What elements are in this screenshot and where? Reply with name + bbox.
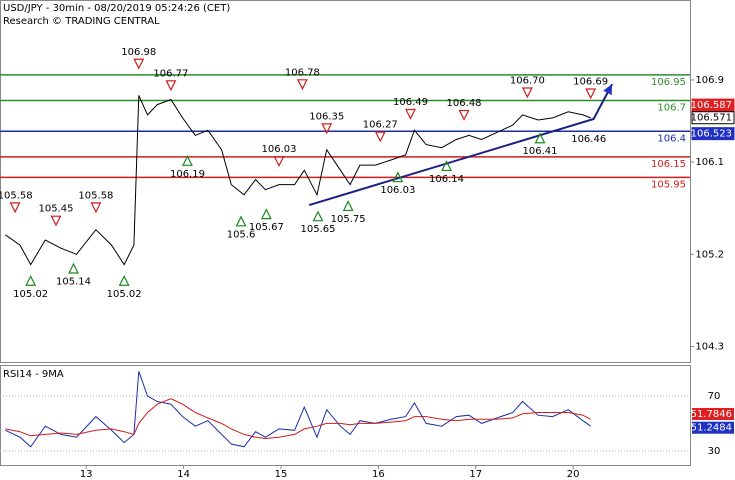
rsi-tick-label: 30: [708, 446, 721, 457]
rsi-tag-box: [692, 407, 734, 420]
chart-title: USD/JPY - 30min - 08/20/2019 05:24:26 (C…: [3, 3, 230, 14]
low-marker: [260, 208, 272, 220]
low-marker: [342, 200, 354, 212]
pivot-label: 105.02: [13, 289, 48, 300]
pivot-label: 106.49: [393, 97, 428, 108]
rsi-tag-label: 51.7846: [691, 409, 732, 420]
pivot-label: 105.14: [56, 276, 91, 287]
x-tick-label: 20: [567, 469, 580, 480]
pivot-label: 106.70: [510, 75, 545, 86]
rsi-line: [5, 371, 591, 448]
price-tag-label: 106.587: [691, 100, 732, 111]
high-marker: [9, 202, 21, 214]
pivot-label: 106.03: [380, 185, 415, 196]
level-label: 105.95: [651, 179, 686, 190]
pivot-label: 105.58: [0, 190, 33, 201]
pivot-label: 106.77: [153, 68, 188, 79]
rsi-panel: [0, 365, 691, 466]
x-tick-label: 15: [275, 469, 288, 480]
high-marker: [50, 215, 62, 227]
high-marker: [90, 202, 102, 214]
level-label: 106.4: [657, 133, 686, 144]
rsi-tag-box: [692, 421, 734, 434]
low-marker: [235, 215, 247, 227]
price-tag-box: [691, 127, 735, 141]
trendline: [308, 83, 613, 207]
rsi-tick-label: 70: [708, 391, 721, 402]
low-marker: [68, 262, 79, 274]
low-marker: [534, 132, 546, 144]
pivot-label: 106.48: [447, 98, 482, 109]
note-label: 106.46: [571, 134, 606, 145]
y-tick-label: 104.3: [695, 342, 724, 353]
level-label: 106.15: [651, 159, 686, 170]
high-marker: [374, 131, 386, 143]
pivot-label: 105.45: [38, 204, 73, 215]
y-tick-label: 106.1: [695, 157, 724, 168]
y-tick-label: 106.9: [695, 75, 724, 86]
rsi-title: RSI14 - 9MA: [3, 369, 64, 380]
pivot-label: 105.58: [78, 190, 113, 201]
price-panel: [0, 0, 691, 363]
rsi-tag-label: 51.2484: [691, 423, 732, 434]
high-marker: [165, 80, 177, 92]
low-marker: [312, 210, 324, 222]
high-marker: [133, 58, 145, 70]
high-marker: [458, 109, 470, 121]
high-marker: [296, 79, 308, 91]
high-marker: [405, 108, 416, 120]
pivot-label: 105.75: [331, 214, 366, 225]
price-tag-box: [691, 111, 735, 125]
price-line: [5, 95, 591, 266]
low-marker: [182, 154, 193, 166]
pivot-label: 105.67: [249, 222, 284, 233]
pivot-label: 106.19: [170, 169, 205, 180]
pivot-label: 106.69: [573, 77, 608, 88]
price-tag-box: [691, 98, 735, 112]
pivot-label: 105.65: [300, 224, 335, 235]
high-marker: [273, 156, 285, 168]
pivot-label: 106.35: [309, 111, 344, 122]
x-tick-label: 17: [469, 469, 482, 480]
low-marker: [25, 274, 37, 286]
rsi-line: [5, 398, 591, 440]
high-marker: [585, 88, 597, 100]
pivot-label: 105.02: [107, 289, 142, 300]
x-tick-label: 16: [372, 469, 385, 480]
x-tick-label: 14: [177, 469, 190, 480]
low-marker: [118, 274, 130, 286]
chart-subtitle: Research © TRADING CENTRAL: [3, 16, 160, 27]
low-marker: [441, 160, 452, 172]
y-tick-label: 105.2: [695, 249, 724, 260]
level-label: 106.95: [651, 77, 686, 88]
x-tick-label: 13: [80, 469, 93, 480]
pivot-label: 106.03: [262, 144, 297, 155]
pivot-label: 106.78: [285, 67, 320, 78]
pivot-label: 106.14: [429, 174, 464, 185]
high-marker: [321, 123, 333, 135]
price-tag-label: 106.523: [691, 129, 732, 140]
pivot-label: 106.41: [523, 146, 558, 157]
pivot-label: 106.27: [363, 120, 398, 131]
high-marker: [521, 87, 533, 99]
low-marker: [392, 171, 404, 183]
price-tag-label: 106.571: [691, 113, 732, 124]
pivot-label: 106.98: [121, 47, 156, 58]
pivot-label: 105.6: [227, 229, 256, 240]
trend-arrow-head: [603, 84, 613, 96]
level-label: 106.7: [657, 102, 686, 113]
